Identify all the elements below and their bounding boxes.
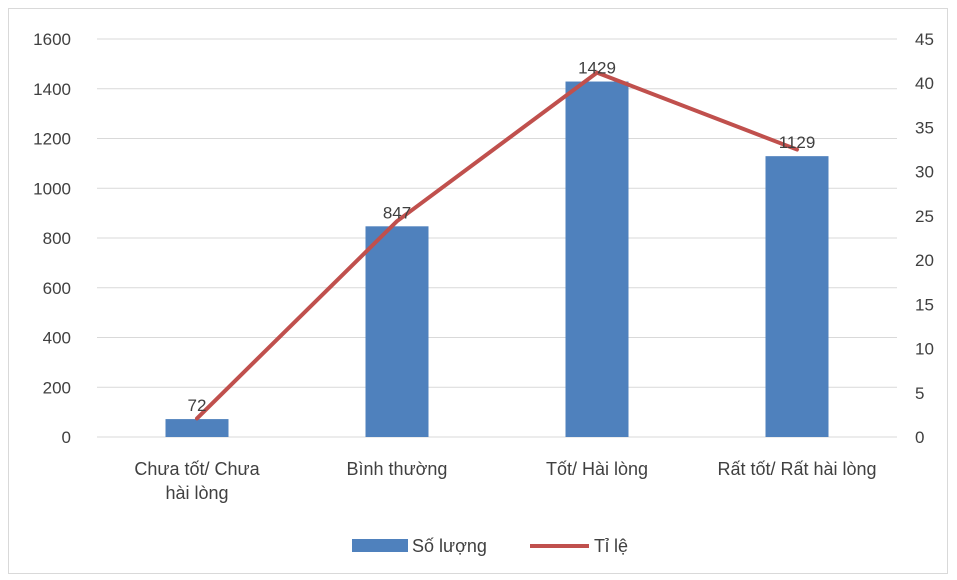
legend-label: Số lượng [412,536,487,556]
y-right-tick-label: 5 [915,384,924,403]
bar-data-label: 72 [188,396,207,415]
y-left-tick-label: 600 [43,279,71,298]
line-series [195,70,799,421]
y-right-tick-label: 10 [915,340,934,359]
y-left-tick-label: 0 [62,428,71,447]
y-left-tick-label: 1400 [33,80,71,99]
x-category-label: hài lòng [165,483,228,503]
y-right-tick-label: 30 [915,163,934,182]
bar-data-label: 1429 [578,59,616,78]
y-left-tick-label: 400 [43,329,71,348]
legend-bar-swatch [352,539,408,552]
y-left-tick-label: 200 [43,378,71,397]
y-right-tick-label: 45 [915,30,934,49]
legend-label: Tỉ lệ [594,536,628,556]
bar-data-label: 847 [383,203,411,222]
bar [565,81,629,437]
y-left-tick-label: 1000 [33,179,71,198]
y-right-tick-label: 15 [915,295,934,314]
x-category-label: Chưa tốt/ Chưa [134,459,260,479]
y-right-tick-label: 20 [915,251,934,270]
bar [365,226,429,437]
y-left-tick-label: 1600 [33,30,71,49]
y-left-tick-label: 800 [43,229,71,248]
y-left-tick-label: 1200 [33,130,71,149]
bar [765,156,829,437]
bar-data-label: 1129 [779,133,816,152]
x-category-label: Tốt/ Hài lòng [546,459,648,479]
x-category-label: Rất tốt/ Rất hài lòng [717,459,876,479]
y-right-tick-label: 25 [915,207,934,226]
bar [165,419,229,437]
y-right-tick-label: 0 [915,428,924,447]
x-category-label: Bình thường [347,459,448,479]
combo-chart: 0 200 400 600 800 1000 1200 1400 1600 0 5 10 15 20 25 3… [33,30,934,556]
y-right-tick-label: 40 [915,74,934,93]
y-right-tick-label: 35 [915,118,934,137]
chart-container: 0 200 400 600 800 1000 1200 1400 1600 0 5 10 15 20 25 3… [8,8,948,574]
